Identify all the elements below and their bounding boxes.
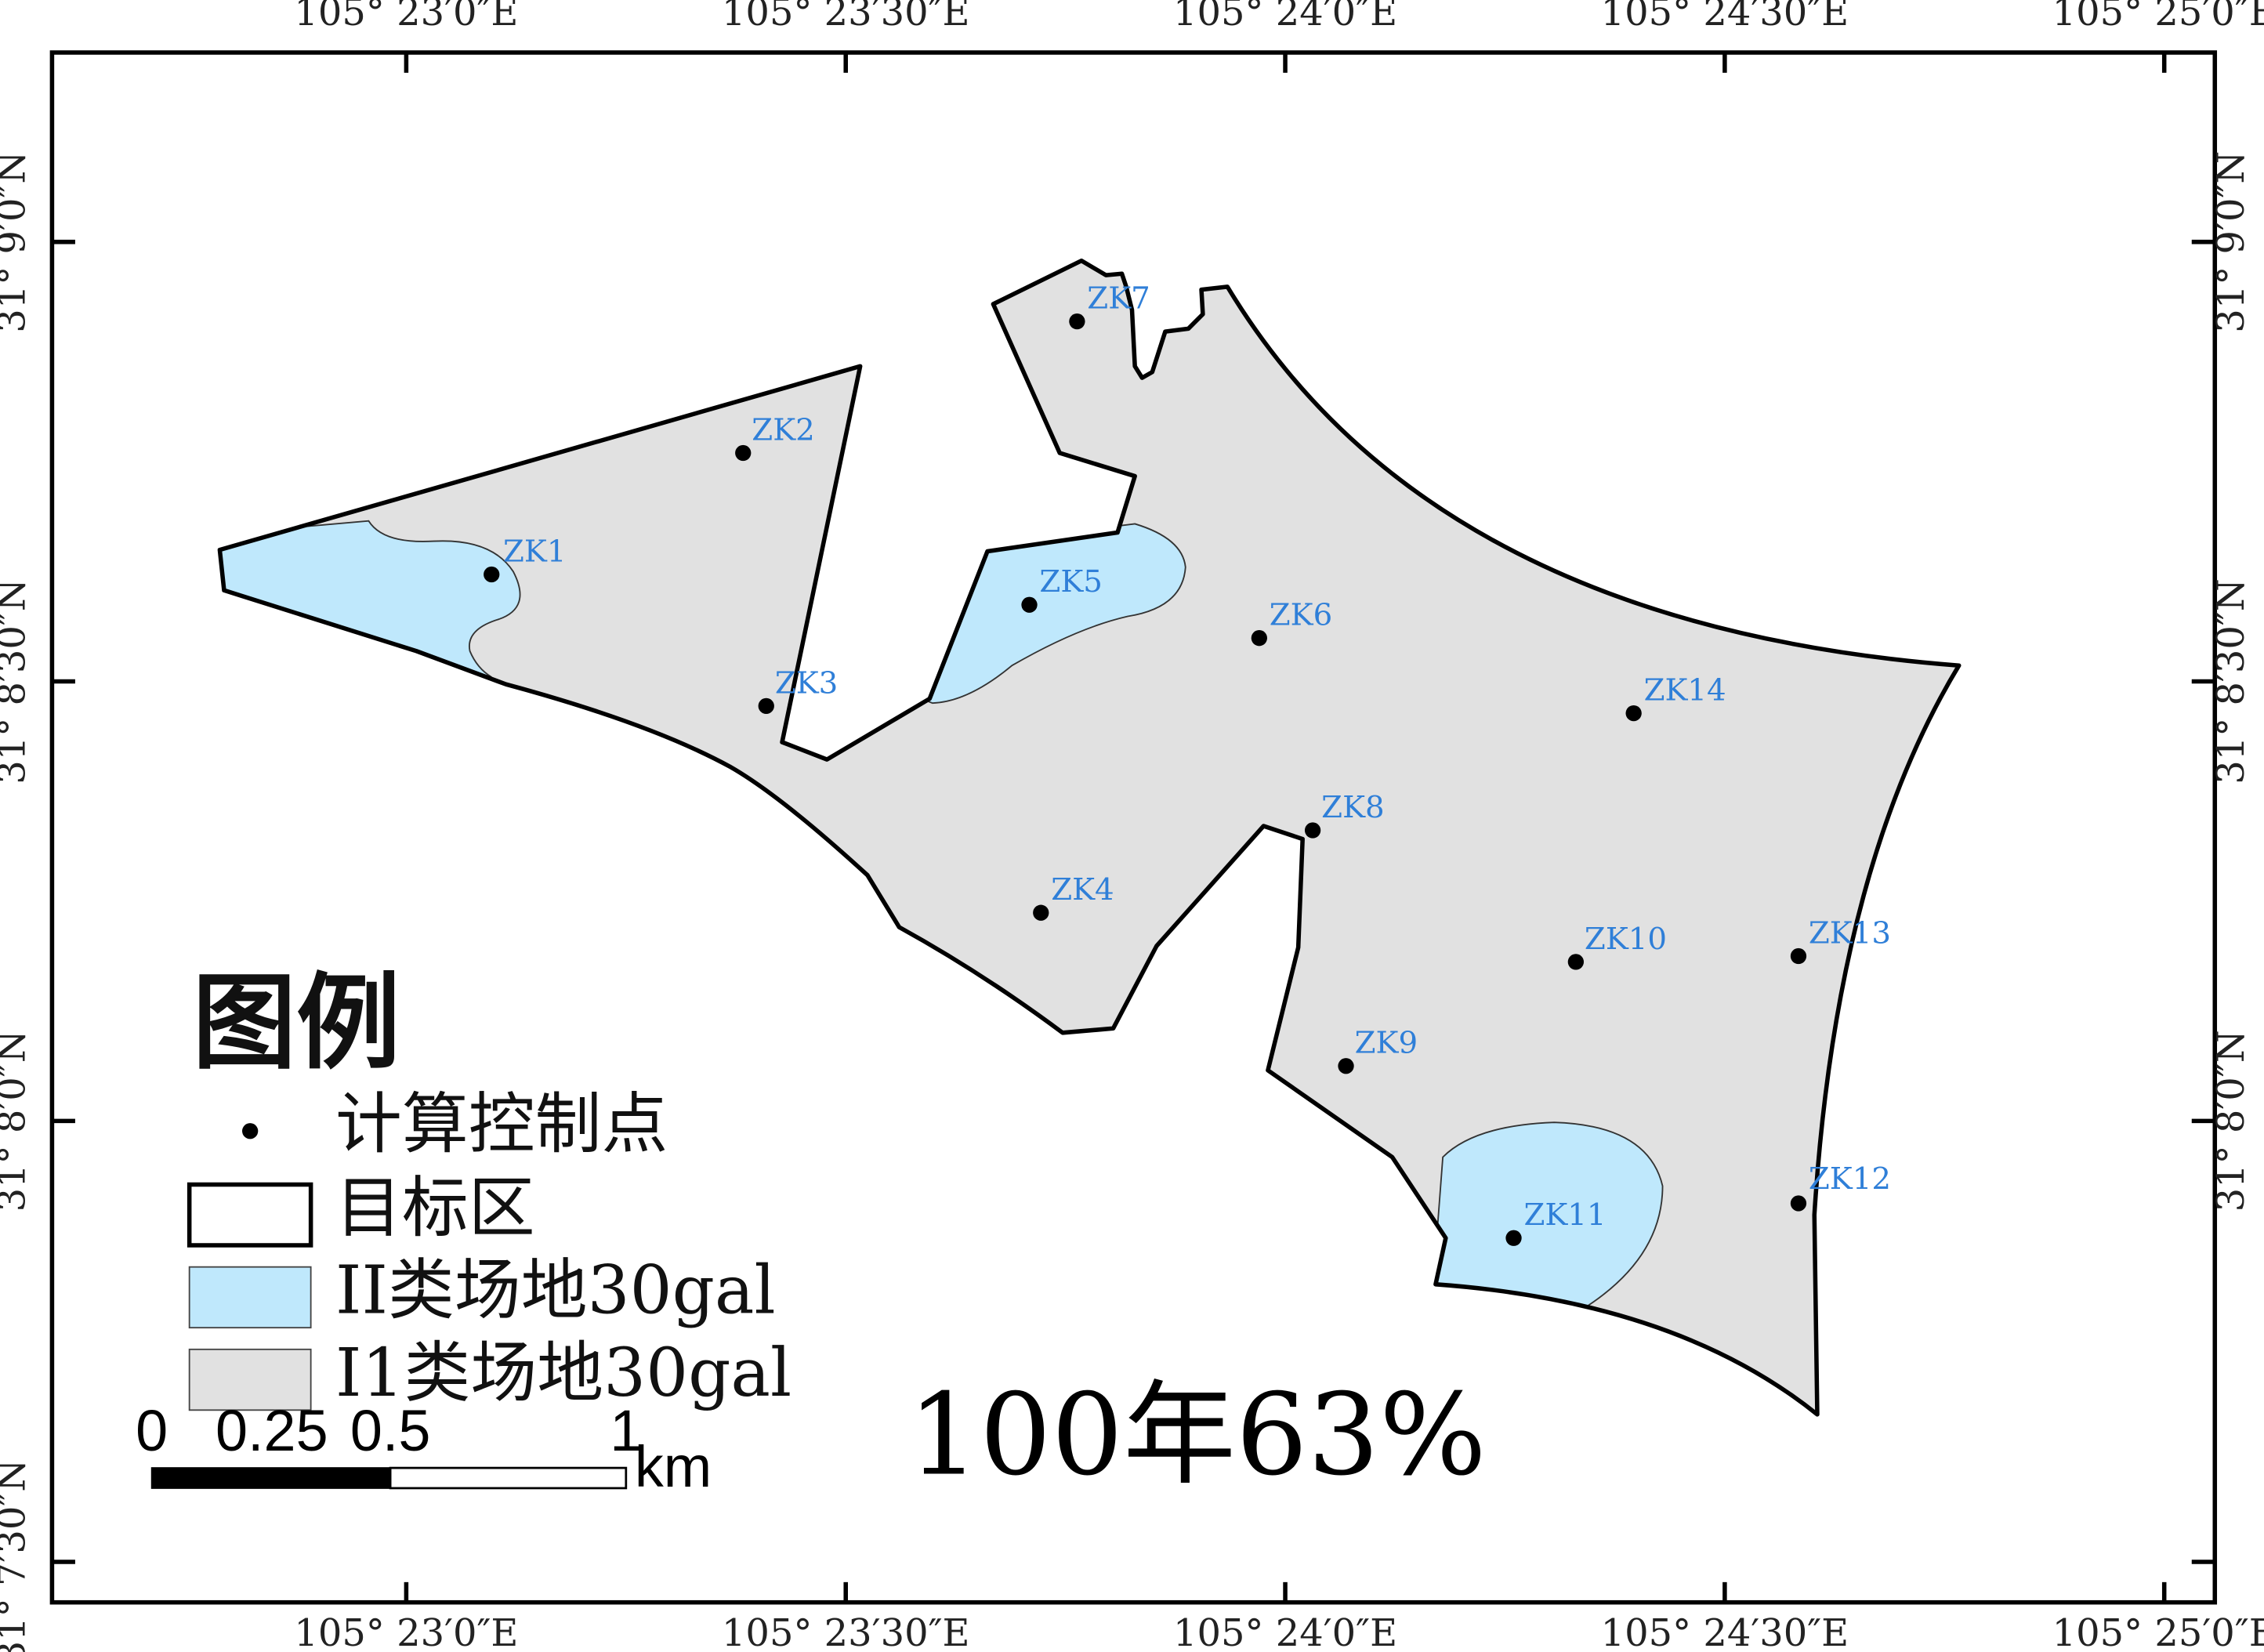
station-point-zk9 — [1338, 1058, 1354, 1074]
scale-unit: km — [635, 1434, 712, 1499]
station-point-zk3 — [758, 697, 774, 715]
legend-label-target: 目标区 — [335, 1170, 535, 1248]
legend-outline-symbol — [187, 1182, 313, 1248]
station-label-zk8: ZK8 — [1321, 790, 1385, 825]
lon-label-top-2: 105° 23′30″E — [722, 0, 970, 34]
scale-segment-black — [150, 1467, 392, 1489]
lon-label-bottom-3: 105° 24′0″E — [1173, 1611, 1397, 1652]
station-label-zk14: ZK14 — [1644, 673, 1726, 708]
station-label-zk13: ZK13 — [1809, 915, 1891, 951]
station-label-zk11: ZK11 — [1523, 1197, 1606, 1233]
station-point-zk11 — [1505, 1230, 1522, 1246]
station-label-zk3: ZK3 — [775, 665, 839, 701]
station-point-zk7 — [1069, 313, 1085, 330]
target-region-outline — [217, 258, 1962, 1417]
scale-tick-0: 0 — [136, 1398, 168, 1463]
lat-label-right-3: 31° 8′0″N — [2209, 1030, 2253, 1212]
lon-label-bottom-1: 105° 23′0″E — [294, 1611, 518, 1652]
station-point-zk10 — [1567, 954, 1585, 970]
station-point-zk5 — [1021, 596, 1038, 613]
station-point-zk2 — [735, 444, 752, 462]
station-point-zk13 — [1790, 947, 1807, 965]
scale-tick-05: 0.5 — [350, 1398, 431, 1463]
map-annotation: 100年63% — [908, 1368, 1487, 1500]
legend: 图例 计算控制点 目标区 II类场地30gal I1类场地30gal — [187, 963, 791, 1412]
legend-label-points: 计算控制点 — [335, 1086, 668, 1164]
lat-label-left-3: 31° 8′0″N — [0, 1030, 34, 1212]
lat-label-left-1: 31° 9′0″N — [0, 151, 34, 333]
blue-zone-south — [1430, 1121, 1664, 1310]
lon-label-top-5: 105° 25′0″E — [2052, 0, 2264, 34]
station-point-zk8 — [1304, 822, 1321, 839]
station-label-zk2: ZK2 — [752, 412, 814, 447]
lat-label-left-2: 31° 8′30″N — [0, 578, 34, 784]
lon-label-bottom-5: 105° 25′0″E — [2052, 1611, 2264, 1652]
station-label-zk7: ZK7 — [1087, 281, 1150, 317]
legend-label-gray-zone: I1类场地30gal — [335, 1335, 791, 1412]
station-point-zk4 — [1033, 904, 1049, 921]
station-point-zk1 — [484, 566, 500, 583]
right-latitude-labels: 31° 9′0″N 31° 8′30″N 31° 8′0″N — [2209, 151, 2253, 1212]
lon-label-bottom-2: 105° 23′30″E — [722, 1611, 970, 1652]
scale-bar: 0 0.25 0.5 1 km — [136, 1398, 712, 1499]
lat-label-left-4: 31° 7′30″N — [0, 1459, 34, 1652]
left-latitude-labels: 31° 9′0″N 31° 8′30″N 31° 8′0″N 31° 7′30″… — [0, 151, 34, 1652]
station-label-zk9: ZK9 — [1355, 1026, 1418, 1061]
lon-label-top-1: 105° 23′0″E — [294, 0, 518, 34]
lon-label-top-3: 105° 24′0″E — [1173, 0, 1397, 34]
station-label-zk12: ZK12 — [1809, 1161, 1891, 1197]
legend-label-blue-zone: II类场地30gal — [335, 1252, 776, 1330]
legend-gray-symbol — [188, 1348, 312, 1411]
lon-label-top-4: 105° 24′30″E — [1601, 0, 1849, 34]
graticule-ticks — [52, 53, 2215, 1603]
scale-tick-1: 1 — [610, 1398, 642, 1463]
station-point-zk12 — [1790, 1195, 1807, 1212]
station-point-zk14 — [1625, 705, 1642, 722]
lat-label-right-1: 31° 9′0″N — [2209, 151, 2253, 333]
station-label-zk4: ZK4 — [1051, 872, 1114, 908]
scale-segment-white — [389, 1466, 628, 1490]
top-longitude-labels: 105° 23′0″E 105° 23′30″E 105° 24′0″E 105… — [294, 0, 2264, 34]
station-label-zk5: ZK5 — [1039, 564, 1103, 600]
map-frame — [49, 50, 2218, 1605]
scale-tick-025: 0.25 — [216, 1398, 328, 1463]
station-label-zk1: ZK1 — [503, 534, 567, 569]
legend-blue-symbol — [188, 1266, 312, 1329]
station-label-zk10: ZK10 — [1585, 922, 1667, 957]
bottom-longitude-labels: 105° 23′0″E 105° 23′30″E 105° 24′0″E 105… — [294, 1611, 2264, 1652]
control-points: ZK1 ZK2 ZK3 ZK4 ZK5 ZK6 ZK7 ZK8 ZK9 ZK10… — [484, 281, 1891, 1246]
lon-label-bottom-4: 105° 24′30″E — [1601, 1611, 1849, 1652]
station-point-zk6 — [1251, 630, 1267, 647]
lat-label-right-2: 31° 8′30″N — [2209, 578, 2253, 784]
station-label-zk6: ZK6 — [1270, 598, 1332, 633]
legend-title: 图例 — [192, 963, 400, 1084]
legend-point-symbol — [242, 1123, 259, 1139]
